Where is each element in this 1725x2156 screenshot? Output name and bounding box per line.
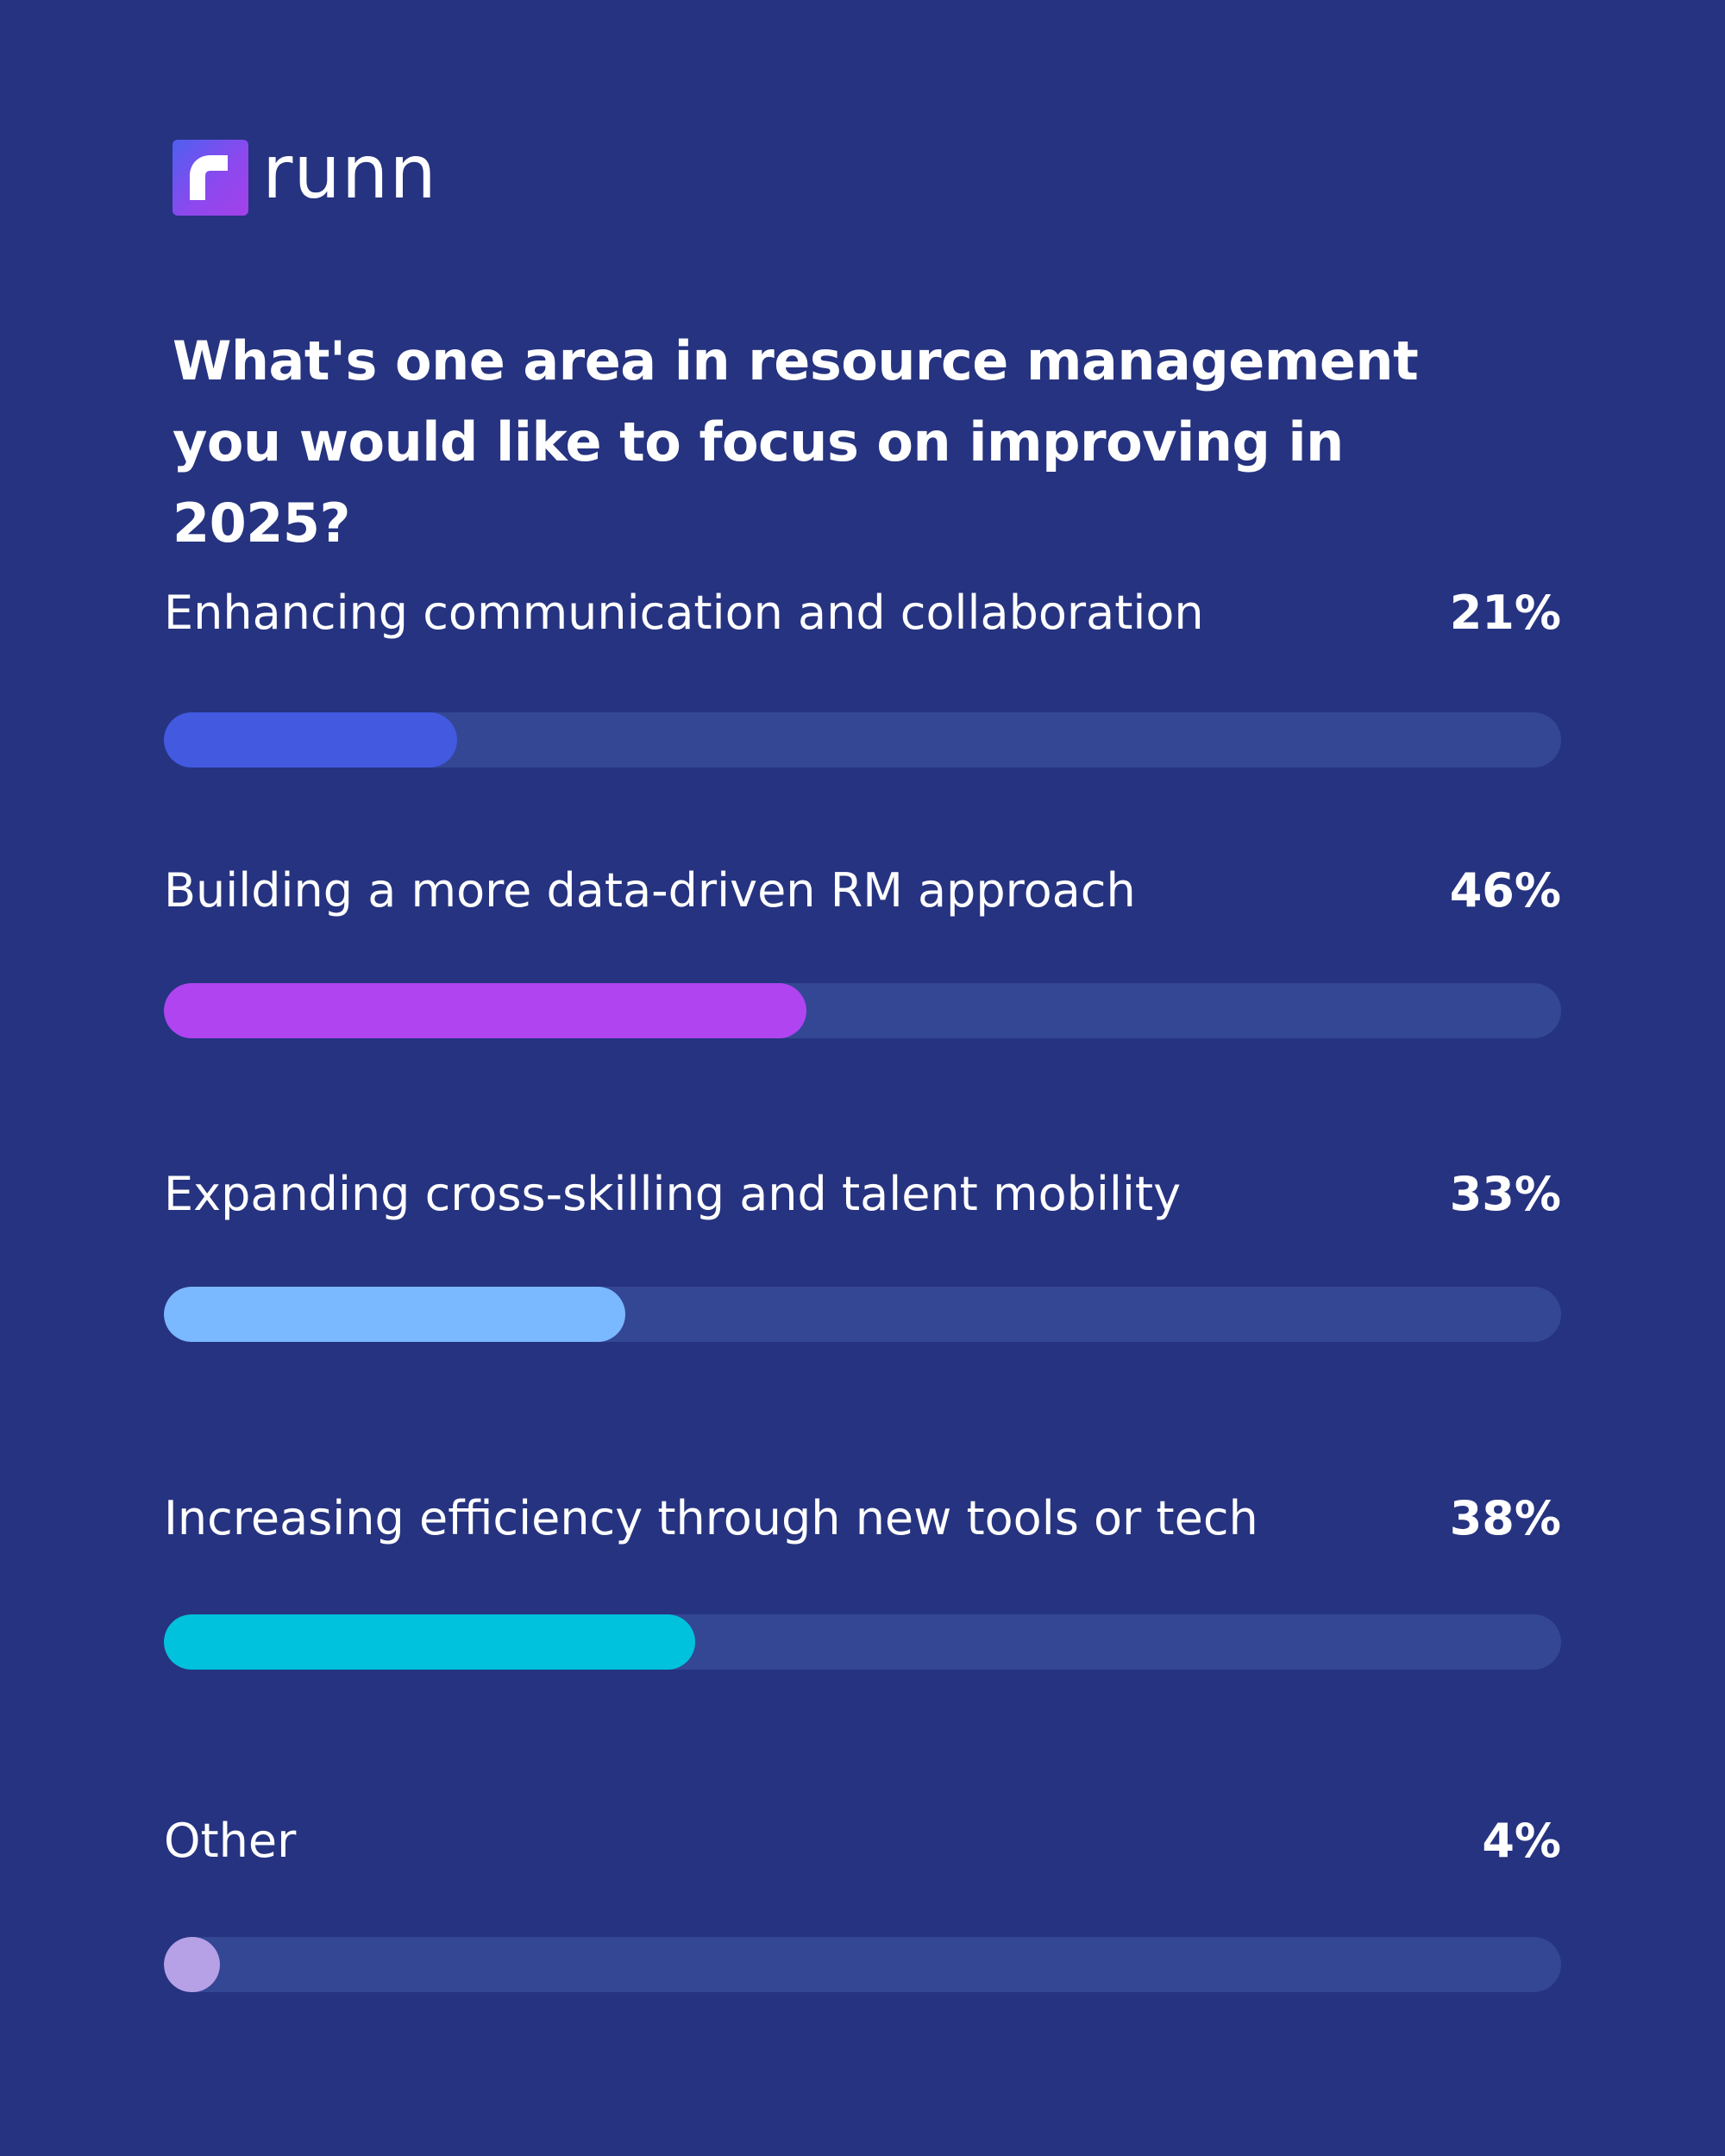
- bar-fill-efficiency: [164, 1614, 695, 1670]
- category-label: Increasing efficiency through new tools …: [164, 1491, 1258, 1545]
- bar-fill-other: [164, 1937, 220, 1992]
- runn-logo-icon: [172, 140, 248, 216]
- category-label: Other: [164, 1814, 297, 1868]
- bar-track: [164, 1287, 1561, 1342]
- bar-track: [164, 983, 1561, 1038]
- bar-fill-cross-skilling: [164, 1287, 625, 1342]
- bar-fill-communication: [164, 712, 457, 768]
- chart-title: What's one area in resource management y…: [172, 329, 1419, 555]
- brand-logo: runn: [172, 135, 437, 216]
- brand-name: runn: [262, 129, 437, 216]
- bar-track: [164, 712, 1561, 768]
- bar-track: [164, 1614, 1561, 1670]
- bar-track: [164, 1937, 1561, 1992]
- value-label: 4%: [1482, 1814, 1561, 1868]
- value-label: 33%: [1449, 1167, 1561, 1221]
- category-label: Building a more data-driven RM approach: [164, 863, 1136, 918]
- bar-fill-data-driven: [164, 983, 806, 1038]
- category-label: Expanding cross-skilling and talent mobi…: [164, 1167, 1182, 1221]
- value-label: 38%: [1449, 1491, 1561, 1545]
- value-label: 46%: [1449, 863, 1561, 918]
- value-label: 21%: [1449, 586, 1561, 640]
- category-label: Enhancing communication and collaboratio…: [164, 586, 1204, 640]
